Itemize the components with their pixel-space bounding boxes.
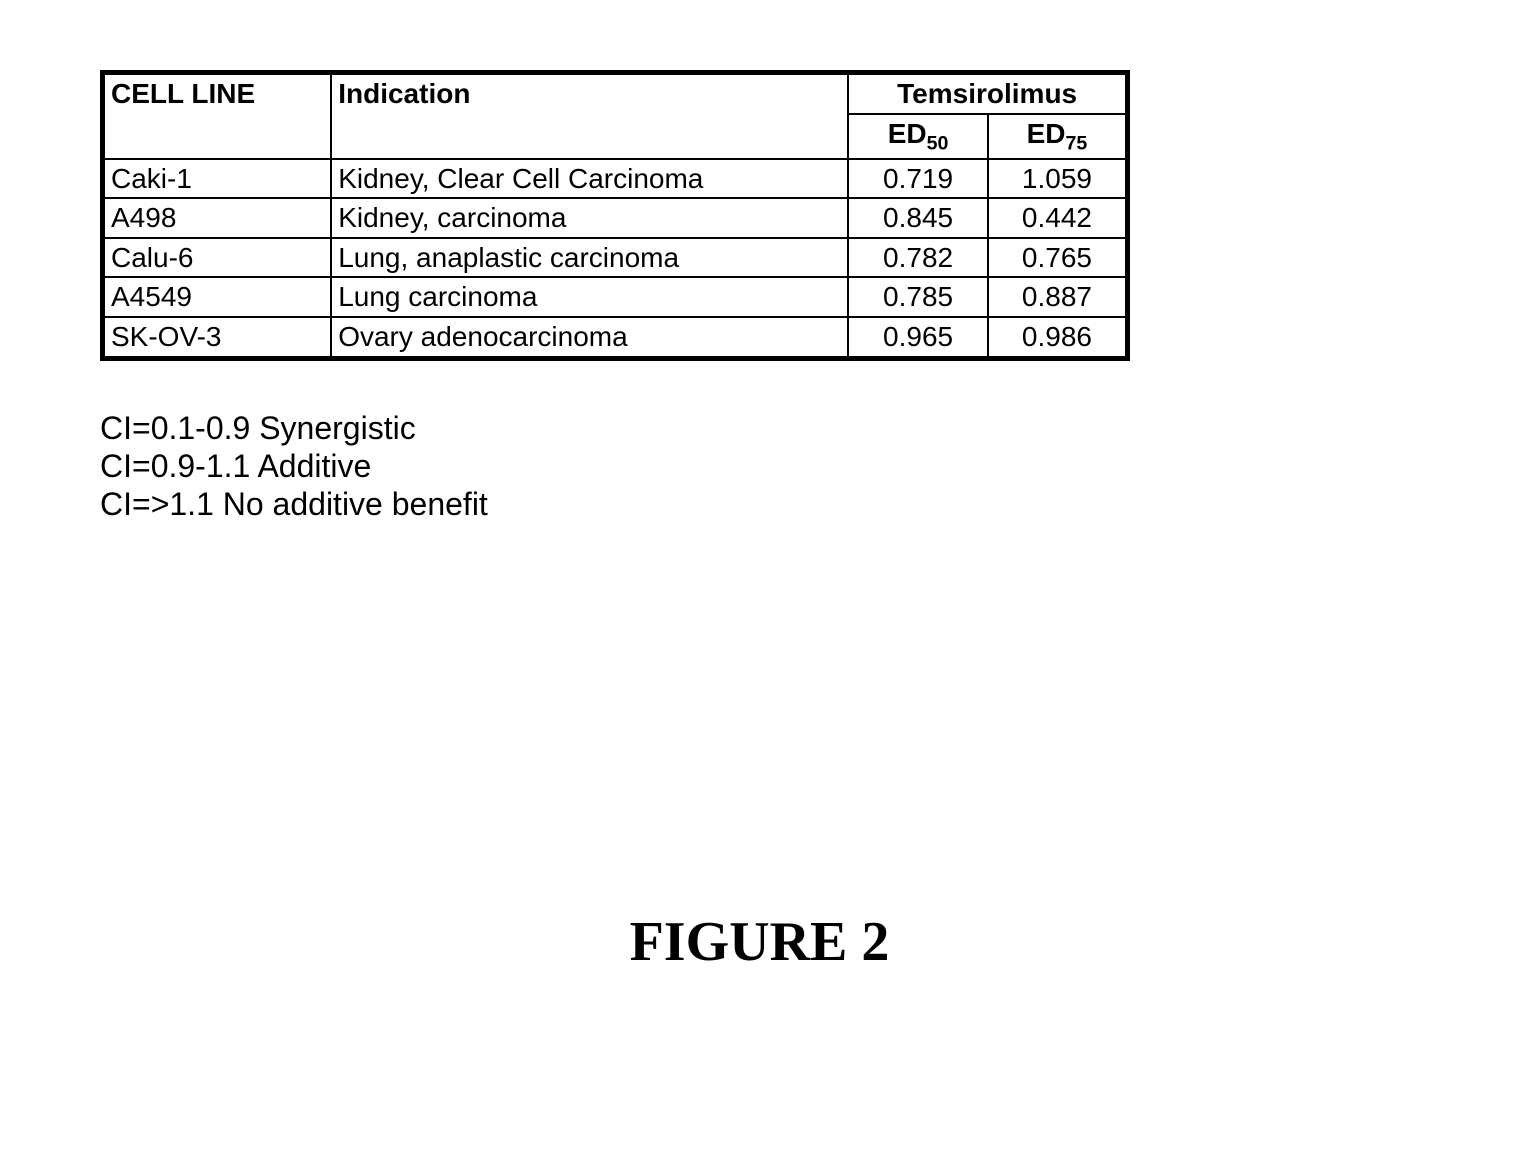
cell-line: Caki-1 bbox=[103, 159, 332, 199]
figure-caption: FIGURE 2 bbox=[0, 910, 1519, 974]
table-row: Caki-1 Kidney, Clear Cell Carcinoma 0.71… bbox=[103, 159, 1128, 199]
ed75-value: 0.887 bbox=[988, 277, 1128, 317]
indication: Ovary adenocarcinoma bbox=[331, 317, 848, 358]
page: CELL LINE Indication Temsirolimus ED50 E… bbox=[0, 0, 1519, 524]
indication: Kidney, carcinoma bbox=[331, 198, 848, 238]
indication: Kidney, Clear Cell Carcinoma bbox=[331, 159, 848, 199]
col-header-ed75: ED75 bbox=[988, 114, 1128, 159]
ed75-sub: 75 bbox=[1065, 132, 1087, 154]
ed75-value: 0.986 bbox=[988, 317, 1128, 358]
ed50-value: 0.965 bbox=[848, 317, 988, 358]
cell-line: A498 bbox=[103, 198, 332, 238]
col-header-indication: Indication bbox=[331, 73, 848, 159]
data-table: CELL LINE Indication Temsirolimus ED50 E… bbox=[100, 70, 1130, 361]
legend-line: CI=>1.1 No additive benefit bbox=[100, 485, 1419, 523]
table-row: SK-OV-3 Ovary adenocarcinoma 0.965 0.986 bbox=[103, 317, 1128, 358]
table-header-row-1: CELL LINE Indication Temsirolimus bbox=[103, 73, 1128, 114]
col-header-ed50: ED50 bbox=[848, 114, 988, 159]
legend-line: CI=0.9-1.1 Additive bbox=[100, 447, 1419, 485]
ed50-prefix: ED bbox=[888, 118, 927, 149]
legend: CI=0.1-0.9 Synergistic CI=0.9-1.1 Additi… bbox=[100, 409, 1419, 524]
ed75-value: 1.059 bbox=[988, 159, 1128, 199]
cell-line: A4549 bbox=[103, 277, 332, 317]
ed50-value: 0.845 bbox=[848, 198, 988, 238]
indication: Lung carcinoma bbox=[331, 277, 848, 317]
ed75-prefix: ED bbox=[1027, 118, 1066, 149]
ed75-value: 0.765 bbox=[988, 238, 1128, 278]
ed50-value: 0.719 bbox=[848, 159, 988, 199]
ed50-sub: 50 bbox=[927, 132, 949, 154]
table-row: A4549 Lung carcinoma 0.785 0.887 bbox=[103, 277, 1128, 317]
legend-line: CI=0.1-0.9 Synergistic bbox=[100, 409, 1419, 447]
indication: Lung, anaplastic carcinoma bbox=[331, 238, 848, 278]
table-row: Calu-6 Lung, anaplastic carcinoma 0.782 … bbox=[103, 238, 1128, 278]
cell-line: Calu-6 bbox=[103, 238, 332, 278]
ed50-value: 0.785 bbox=[848, 277, 988, 317]
cell-line: SK-OV-3 bbox=[103, 317, 332, 358]
table-body: Caki-1 Kidney, Clear Cell Carcinoma 0.71… bbox=[103, 159, 1128, 358]
ed75-value: 0.442 bbox=[988, 198, 1128, 238]
col-header-group: Temsirolimus bbox=[848, 73, 1127, 114]
col-header-cell-line: CELL LINE bbox=[103, 73, 332, 159]
table-row: A498 Kidney, carcinoma 0.845 0.442 bbox=[103, 198, 1128, 238]
ed50-value: 0.782 bbox=[848, 238, 988, 278]
